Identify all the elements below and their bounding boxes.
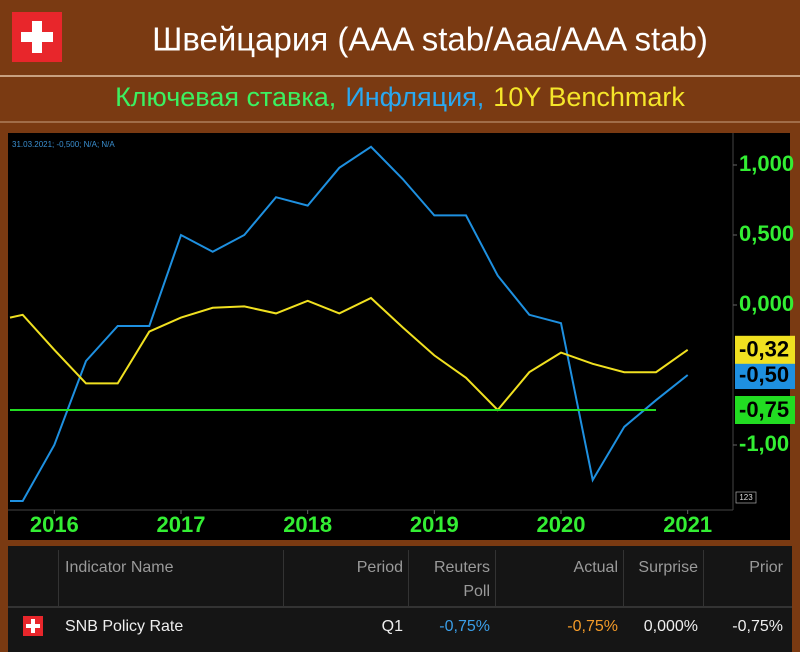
y-tick-label: 1,000	[739, 151, 794, 176]
column-divider	[703, 550, 704, 606]
flag-cross	[21, 32, 53, 42]
series-line	[10, 145, 689, 502]
chart-panel	[8, 133, 790, 540]
subtitle-part: 10Y Benchmark	[493, 82, 685, 112]
table: Indicator Name Period Reuters Poll Actual Su…	[8, 546, 792, 652]
header-cell: Prior	[749, 559, 783, 576]
end-label-box	[735, 396, 795, 424]
header-cell: Reuters Poll	[433, 559, 490, 600]
end-label: -0,75	[739, 397, 789, 422]
y-tick-label: -1,00	[739, 431, 789, 456]
subtitle-part: Ключевая ставка,	[115, 82, 336, 112]
column-divider	[623, 550, 624, 606]
cell: -0,75%	[732, 618, 783, 635]
cell: 0,000%	[643, 618, 698, 635]
subtitle-part: Инфляция,	[345, 82, 484, 112]
cell: -0,75%	[439, 618, 490, 635]
x-tick-label: 2018	[283, 512, 332, 537]
header-cell: Surprise	[638, 559, 698, 576]
row-flag-cross	[26, 624, 40, 628]
x-tick-label: 2021	[663, 512, 712, 537]
header-cell: Period	[356, 559, 403, 576]
series-line	[9, 296, 689, 412]
x-tick-label: 2017	[157, 512, 206, 537]
cell: SNB Policy Rate	[65, 618, 184, 635]
column-divider	[495, 550, 496, 606]
end-label-box	[735, 361, 795, 389]
title: Швейцария (AAA stab/Aaa/AAA stab)	[152, 21, 708, 58]
column-divider	[58, 550, 59, 606]
header-cell: Indicator Name	[65, 559, 174, 576]
y-tick-label: 0,000	[739, 291, 794, 316]
chart: Швейцария (AAA stab/Aaa/AAA stab) Ключев…	[0, 12, 800, 540]
column-divider	[283, 550, 284, 606]
column-divider	[408, 550, 409, 606]
x-tick-label: 2016	[30, 512, 79, 537]
subtitle: Ключевая ставка, Инфляция, 10Y Benchmark	[115, 82, 685, 112]
badge: 123	[739, 493, 753, 502]
y-tick-label: 0,500	[739, 221, 794, 246]
end-label-box	[735, 335, 795, 364]
cell: -0,75%	[567, 618, 618, 635]
info: 31.03.2021; -0,500; N/A; N/A	[12, 140, 115, 149]
badge-box	[735, 491, 757, 504]
end-label: -0,32	[739, 337, 789, 362]
header-cell: Actual	[573, 559, 618, 576]
end-label: -0,50	[739, 362, 789, 387]
cell: Q1	[381, 618, 403, 635]
x-tick-label: 2020	[537, 512, 586, 537]
x-tick-label: 2019	[410, 512, 459, 537]
row-divider	[8, 606, 792, 608]
